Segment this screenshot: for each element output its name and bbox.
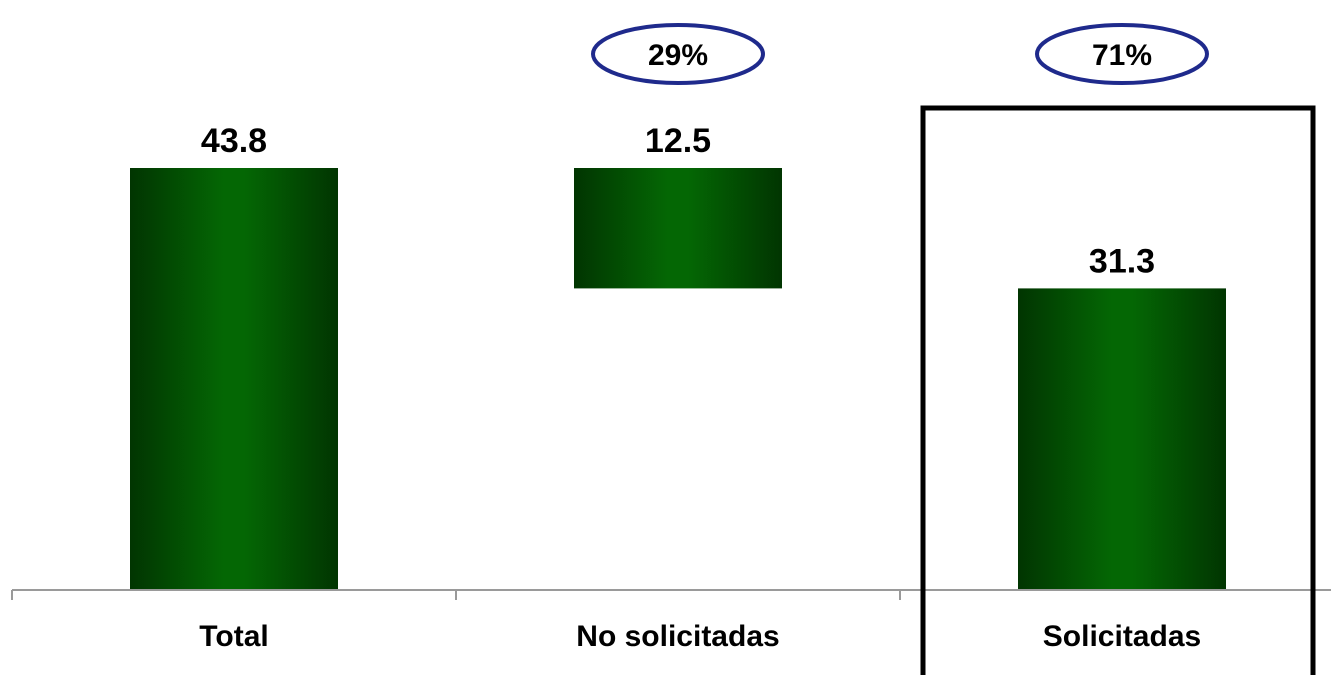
- bar-no-solicitadas: [574, 168, 782, 289]
- data-label-no-solicitadas: 12.5: [645, 122, 711, 160]
- bar-total: [130, 168, 338, 590]
- percent-callout-ellipse-no-solicitadas: [591, 23, 765, 85]
- percent-callout-label-solicitadas: 71%: [1092, 39, 1152, 72]
- x-tick-label-total: Total: [199, 620, 268, 653]
- bar-solicitadas: [1018, 288, 1226, 590]
- highlight-box-solicitadas: [920, 105, 1316, 675]
- data-label-solicitadas: 31.3: [1089, 242, 1155, 280]
- x-tick-label-solicitadas: Solicitadas: [1043, 620, 1201, 653]
- data-label-total: 43.8: [201, 122, 267, 160]
- percent-callout-ellipse-solicitadas: [1035, 23, 1209, 85]
- x-tick-label-no-solicitadas: No solicitadas: [576, 620, 779, 653]
- percent-callout-label-no-solicitadas: 29%: [648, 39, 708, 72]
